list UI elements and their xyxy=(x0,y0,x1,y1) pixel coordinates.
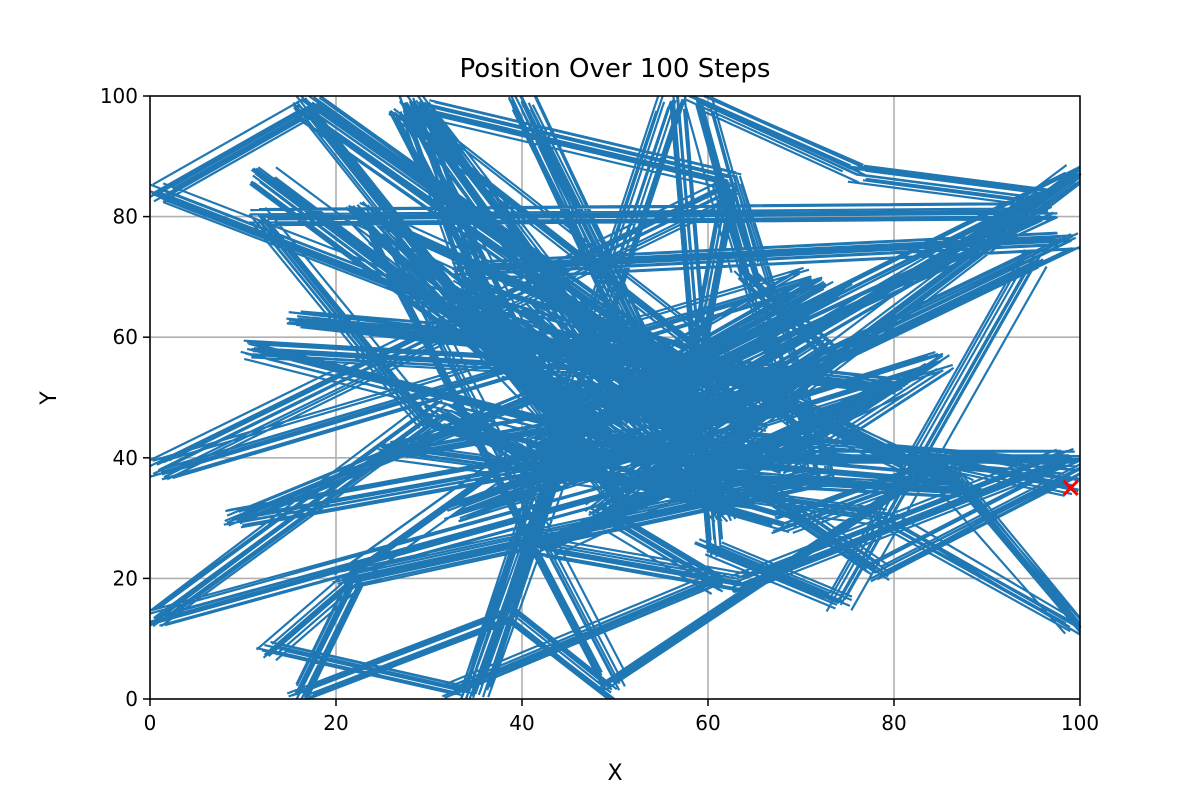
x-tick-label: 40 xyxy=(509,711,534,735)
y-tick-label: 80 xyxy=(113,205,138,229)
chart-title: Position Over 100 Steps xyxy=(460,54,771,84)
x-tick-label: 0 xyxy=(144,711,157,735)
y-tick-label: 40 xyxy=(113,446,138,470)
x-tick-label: 20 xyxy=(323,711,348,735)
x-tick-label: 80 xyxy=(881,711,906,735)
x-tick-label: 100 xyxy=(1061,711,1099,735)
end-position-marker xyxy=(1062,479,1079,497)
y-tick-label: 0 xyxy=(125,687,138,711)
y-tick-label: 20 xyxy=(113,566,138,590)
x-tick-label: 60 xyxy=(695,711,720,735)
data-layer xyxy=(149,94,1082,701)
x-axis-label: X xyxy=(607,761,622,786)
y-tick-label: 100 xyxy=(100,84,138,108)
end-marker-layer xyxy=(1062,479,1079,497)
plot-frame xyxy=(149,95,1081,700)
axis-ticks: 0 20 40 60 80 100 0 20 40 60 80 100 xyxy=(100,84,1099,735)
position-path-trace xyxy=(149,94,1081,701)
y-axis-label: Y xyxy=(37,391,62,406)
y-tick-label: 60 xyxy=(113,325,138,349)
